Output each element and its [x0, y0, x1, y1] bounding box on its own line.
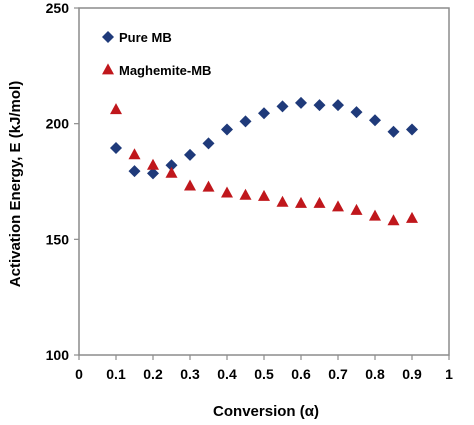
legend-label: Pure MB [119, 30, 172, 45]
data-point [350, 106, 363, 119]
data-point [221, 186, 233, 198]
data-point [406, 123, 418, 136]
legend-marker [102, 31, 114, 43]
data-point [202, 137, 215, 150]
x-tick-label: 0.6 [291, 366, 311, 382]
data-point [332, 200, 344, 212]
data-point [258, 189, 270, 201]
legend-label: Maghemite-MB [119, 63, 211, 78]
y-tick-labels: 100 150 200 250 [46, 0, 79, 363]
legend-marker [102, 63, 114, 75]
x-tick-label: 0.2 [143, 366, 163, 382]
data-point [313, 196, 326, 208]
data-point [128, 165, 141, 178]
y-tick-label: 100 [46, 347, 70, 363]
data-point [369, 114, 381, 127]
axes [78, 7, 450, 356]
data-point [387, 214, 400, 226]
data-point [276, 195, 289, 207]
data-point [184, 148, 196, 161]
data-point [128, 148, 141, 160]
data-point [147, 167, 159, 180]
data-point [165, 166, 178, 178]
data-marks [110, 96, 418, 226]
data-point [295, 196, 307, 208]
x-tick-label: 0.5 [254, 366, 274, 382]
x-tick-label: 0.8 [365, 366, 385, 382]
data-point [110, 103, 122, 115]
legend: Pure MB Maghemite-MB [102, 30, 211, 78]
x-tick-label: 0 [75, 366, 83, 382]
x-tick-label: 1 [445, 366, 453, 382]
data-point [110, 141, 122, 154]
data-point [239, 188, 252, 200]
data-point [369, 209, 381, 221]
x-axis-title: Conversion (α) [213, 403, 319, 420]
x-tick-label: 0.7 [328, 366, 348, 382]
y-tick-label: 250 [46, 0, 70, 16]
data-point [313, 99, 326, 112]
y-tick-label: 200 [46, 116, 70, 132]
y-axis-title: Activation Energy, E (kJ/mol) [7, 81, 24, 287]
data-point [165, 159, 178, 172]
x-tick-label: 0.4 [217, 366, 237, 382]
data-point [332, 99, 344, 112]
series-pure-mb [110, 96, 418, 180]
data-point [221, 123, 233, 136]
x-tick-labels: 0 0.1 0.2 0.3 0.4 0.5 0.6 0.7 0.8 0.9 1 [75, 355, 453, 382]
plot-frame [78, 7, 450, 356]
data-point [350, 203, 363, 215]
data-point [147, 158, 159, 170]
data-point [184, 179, 196, 191]
data-point [295, 96, 307, 109]
data-point [387, 125, 400, 138]
data-point [406, 211, 418, 223]
x-tick-label: 0.1 [106, 366, 126, 382]
data-point [239, 115, 252, 128]
series-maghemite-mb [110, 103, 418, 226]
data-point [258, 107, 270, 120]
y-tick-label: 150 [46, 231, 70, 247]
x-tick-label: 0.9 [402, 366, 422, 382]
data-point [202, 180, 215, 192]
x-tick-label: 0.3 [180, 366, 200, 382]
data-point [276, 100, 289, 113]
